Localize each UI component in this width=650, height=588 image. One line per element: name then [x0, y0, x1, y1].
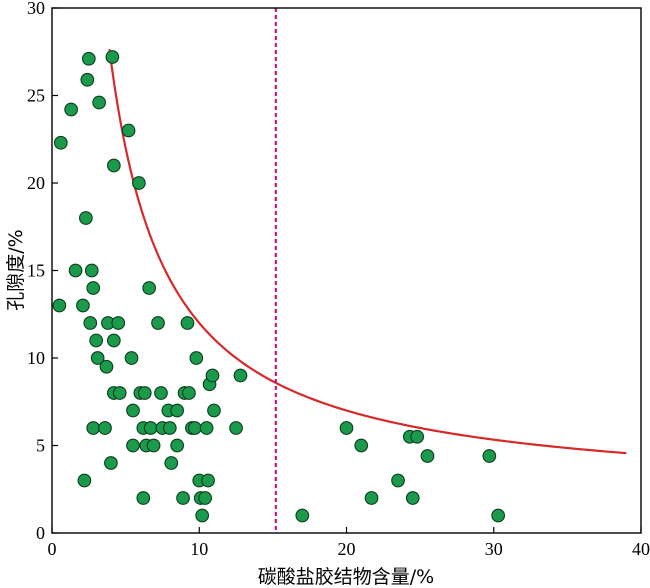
data-point: [162, 421, 177, 435]
x-axis-ticks: 0 10 20 30 40: [48, 527, 650, 559]
trend-curve-layer: [108, 49, 627, 455]
data-point: [195, 508, 210, 523]
data-point: [86, 281, 101, 295]
x-tick-label: 20: [338, 539, 356, 559]
data-point: [77, 473, 92, 488]
data-point: [106, 333, 121, 348]
data-point: [405, 491, 420, 505]
data-point: [126, 438, 140, 453]
data-point: [182, 386, 196, 400]
y-tick-label: 25: [27, 86, 45, 106]
data-point: [64, 102, 78, 117]
y-tick-label: 10: [27, 348, 45, 368]
data-point: [143, 421, 158, 435]
data-point: [154, 386, 168, 400]
data-point: [198, 491, 212, 505]
data-point: [112, 386, 127, 400]
data-point: [79, 211, 93, 225]
data-point: [105, 50, 120, 64]
data-point: [170, 438, 185, 453]
data-point: [187, 421, 202, 435]
data-point: [420, 449, 435, 463]
data-point: [176, 491, 190, 505]
data-point: [98, 421, 112, 435]
data-point: [229, 421, 243, 435]
y-axis-title: 孔隙度/%: [5, 229, 27, 310]
x-axis-title: 碳酸盐胶结物含量/%: [258, 566, 434, 588]
data-point: [391, 473, 405, 488]
data-point: [80, 72, 95, 87]
plot-background: [52, 8, 641, 533]
data-point: [364, 491, 379, 505]
data-point: [354, 438, 369, 453]
data-point: [491, 508, 506, 523]
data-points-layer: [52, 50, 506, 523]
data-point: [111, 316, 126, 330]
data-point: [180, 316, 195, 330]
data-point: [410, 429, 425, 444]
y-tick-label: 30: [27, 0, 45, 18]
x-tick-label: 30: [485, 539, 503, 559]
data-point: [104, 456, 118, 470]
data-point: [151, 316, 165, 330]
trend-curve: [108, 49, 627, 455]
data-point: [86, 421, 101, 435]
data-point: [199, 421, 214, 435]
data-point: [132, 176, 146, 190]
data-point: [121, 123, 136, 138]
data-point: [205, 368, 220, 383]
data-point: [189, 351, 204, 365]
x-tick-label: 0: [48, 539, 57, 559]
data-point: [137, 386, 152, 400]
data-point: [164, 456, 179, 470]
data-point: [295, 508, 310, 523]
data-point: [92, 95, 106, 110]
data-point: [207, 403, 221, 418]
data-point: [90, 351, 105, 365]
data-point: [84, 263, 99, 278]
x-tick-label: 10: [190, 539, 208, 559]
data-point: [52, 298, 67, 313]
y-axis-ticks: 0 5 10 15 20 25 30: [27, 0, 58, 543]
data-point: [126, 403, 140, 418]
data-point: [233, 368, 248, 383]
data-point: [83, 316, 98, 330]
data-point: [201, 473, 215, 488]
y-tick-label: 0: [36, 523, 45, 543]
data-point: [76, 298, 90, 313]
data-point: [68, 263, 83, 278]
data-point: [142, 281, 157, 295]
y-tick-label: 5: [36, 436, 45, 456]
data-point: [170, 403, 185, 418]
y-tick-label: 20: [27, 173, 45, 193]
data-point: [136, 491, 151, 505]
data-point: [339, 421, 354, 435]
data-point: [146, 438, 161, 453]
data-point: [99, 359, 114, 374]
data-point: [124, 351, 139, 365]
data-point: [81, 51, 96, 66]
data-point: [482, 449, 497, 463]
x-tick-label: 40: [632, 539, 650, 559]
data-point: [106, 158, 121, 173]
data-point: [53, 135, 68, 150]
data-point: [89, 333, 104, 348]
y-tick-label: 15: [27, 261, 45, 281]
